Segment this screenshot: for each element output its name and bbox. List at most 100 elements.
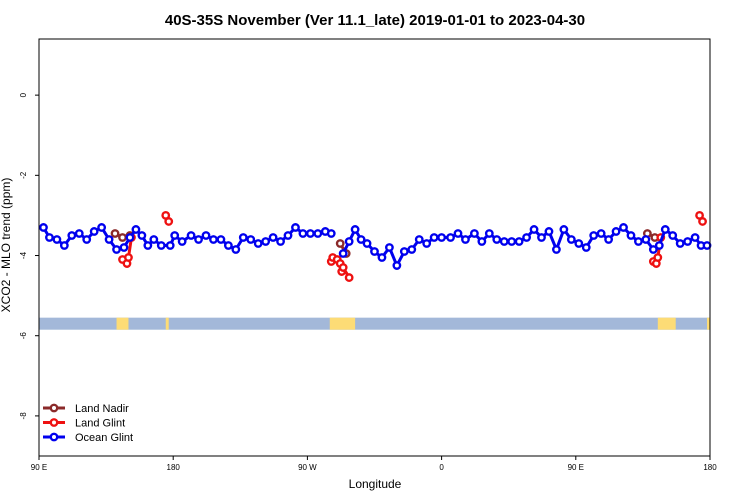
ocean-glint-point: [253, 239, 263, 248]
ocean-glint-point: [407, 245, 417, 254]
ocean-glint-point: [453, 229, 463, 238]
ocean-glint-point: [385, 243, 394, 252]
ocean-glint-point: [668, 231, 678, 240]
ocean-glint-point: [97, 223, 107, 232]
legend: Land Nadir Land Glint Ocean Glint: [43, 403, 133, 444]
ocean-glint-point: [566, 235, 576, 244]
series-ocean-glint: [39, 223, 712, 270]
legend-label: Land Nadir: [75, 403, 129, 415]
ocean-glint-point: [626, 231, 636, 240]
ocean-glint-point: [484, 229, 494, 238]
ocean-glint-point: [619, 223, 628, 232]
ocean-glint-point: [143, 241, 153, 250]
ocean-glint-point: [194, 235, 203, 244]
land-strip-segment: [329, 317, 356, 330]
ocean-glint-point: [112, 245, 121, 254]
ocean-glint-point: [350, 225, 360, 234]
land-strip-segment: [165, 317, 169, 330]
ocean-glint-point: [156, 241, 166, 250]
ocean-glint-point: [499, 237, 509, 246]
ocean-strip: [39, 317, 710, 330]
ocean-glint-point: [377, 253, 387, 262]
x-tick-label: 90 E: [568, 463, 584, 472]
ocean-glint-point: [165, 241, 175, 250]
x-tick-label: 180: [703, 463, 717, 472]
x-axis: 90 E 180 90 W 0 90 E 180: [31, 456, 717, 472]
land-nadir-point: [110, 229, 120, 238]
ocean-glint-point: [654, 241, 664, 250]
ocean-glint-point: [660, 225, 670, 234]
ocean-glint-point: [52, 235, 62, 244]
legend-marker: [49, 418, 59, 427]
land-glint-point: [698, 217, 707, 226]
land-glint-point: [344, 273, 354, 282]
ocean-glint-point: [574, 239, 584, 248]
legend-label: Land Glint: [75, 418, 125, 430]
ocean-glint-point: [89, 227, 99, 236]
ocean-glint-point: [690, 233, 700, 242]
ocean-glint-point: [507, 237, 517, 246]
ocean-glint-point: [298, 229, 308, 238]
ocean-glint-point: [648, 245, 658, 254]
ocean-glint-point: [238, 233, 248, 242]
ocean-glint-point: [370, 247, 379, 256]
ocean-glint-point: [131, 225, 141, 234]
ocean-glint-point: [392, 261, 402, 270]
ocean-glint-point: [45, 233, 54, 242]
ocean-glint-point: [125, 233, 135, 242]
ocean-glint-point: [39, 223, 48, 232]
ocean-glint-point: [268, 233, 278, 242]
ocean-glint-point: [305, 229, 315, 238]
ocean-glint-point: [326, 229, 336, 238]
ocean-glint-point: [276, 237, 285, 246]
ocean-glint-point: [356, 235, 366, 244]
ocean-glint-point: [246, 235, 256, 244]
ocean-glint-point: [177, 237, 187, 246]
land-glint-point: [338, 263, 348, 272]
land-strip-segment: [657, 317, 676, 330]
legend-label: Ocean Glint: [75, 432, 133, 444]
chart-title: 40S-35S November (Ver 11.1_late) 2019-01…: [165, 12, 585, 29]
ocean-glint-point: [209, 235, 218, 244]
ocean-glint-point: [414, 235, 424, 244]
ocean-glint-point: [216, 235, 226, 244]
land-glint-point: [653, 253, 663, 262]
ocean-glint-point: [675, 239, 685, 248]
y-tick-label: -6: [19, 332, 28, 340]
ocean-glint-point: [544, 227, 554, 236]
y-axis: 0 -2 -4 -6 -8: [19, 92, 39, 419]
ocean-glint-point: [291, 223, 300, 232]
ocean-glint-point: [67, 231, 77, 240]
ocean-glint-point: [344, 237, 354, 246]
ocean-glint-point: [596, 229, 606, 238]
ocean-glint-point: [683, 237, 693, 246]
ocean-glint-point: [119, 243, 129, 252]
ocean-glint-point: [422, 239, 432, 248]
ocean-glint-point: [104, 235, 114, 244]
ocean-glint-point: [581, 243, 591, 252]
ocean-glint-point: [522, 233, 531, 242]
land-glint-point: [164, 217, 174, 226]
land-ocean-strip: [39, 317, 710, 330]
ocean-glint-point: [470, 229, 479, 238]
ocean-glint-point: [74, 229, 84, 238]
land-strip-segment: [116, 317, 129, 330]
y-tick-label: -4: [19, 251, 28, 259]
ocean-glint-point: [429, 233, 439, 242]
ocean-glint-point: [477, 237, 487, 246]
ocean-glint-point: [611, 227, 621, 236]
land-nadir-point: [335, 239, 345, 248]
y-tick-label: -2: [19, 171, 28, 179]
ocean-glint-point: [313, 229, 323, 238]
land-strip-segment: [707, 317, 710, 330]
legend-marker: [49, 403, 59, 413]
ocean-glint-point: [399, 247, 409, 256]
ocean-glint-point: [634, 237, 643, 246]
x-tick-label: 90 E: [31, 463, 47, 472]
ocean-glint-point: [201, 231, 211, 240]
ocean-glint-point: [170, 231, 180, 240]
ocean-glint-point: [589, 231, 599, 240]
ocean-glint-point: [82, 235, 92, 244]
ocean-glint-point: [338, 249, 348, 258]
ocean-glint-point: [461, 235, 470, 244]
